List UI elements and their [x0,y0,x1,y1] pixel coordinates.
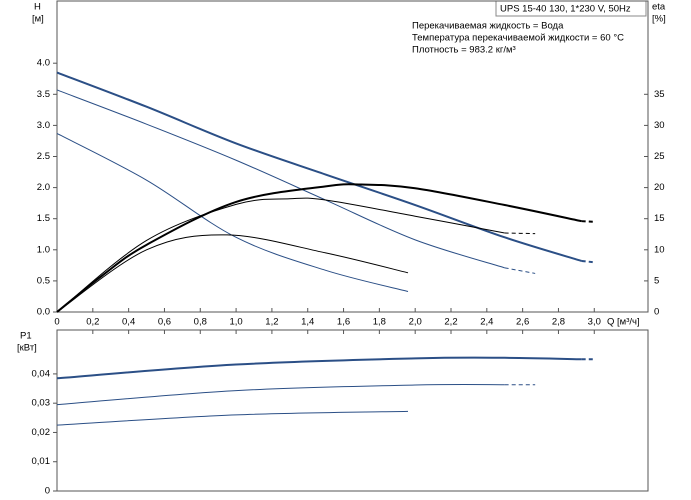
y-tick-label: 0,02 [32,427,51,438]
x-tick-label: 2,0 [409,317,422,328]
y-axis-label: [м] [32,14,44,25]
x-tick-label: 0,6 [158,317,171,328]
plot-frame [56,0,649,313]
curve [581,260,595,264]
x-tick-label: 3,0 [588,317,601,328]
y-tick-label: 0 [45,486,50,497]
y-tick-label: 0.5 [37,275,50,286]
x-tick-label: 0 [54,317,59,328]
y-axis-label: [кВт] [17,343,37,354]
y-axis-label: P1 [20,331,32,342]
y2-tick-label: 10 [654,244,665,255]
curve [56,410,409,426]
y-tick-label: 3.0 [37,120,50,131]
x-tick-label: 2,4 [480,317,493,328]
x-tick-label: 1,4 [301,317,314,328]
y-tick-label: 4.0 [37,58,50,69]
x-tick-label: 1,0 [229,317,242,328]
curve [56,356,582,380]
y2-tick-label: 30 [654,120,665,131]
y2-axis-label: [%] [652,14,666,25]
y-axis-label: H [34,2,41,13]
curve [56,384,505,406]
x-tick-label: 1,6 [337,317,350,328]
y-tick-label: 2.0 [37,182,50,193]
y-tick-label: 1.5 [37,213,50,224]
y2-tick-label: 35 [654,89,665,100]
curve [56,234,409,313]
y-tick-label: 1.0 [37,244,50,255]
chart-title: UPS 15-40 130, 1*230 V, 50Hz [500,4,631,15]
y2-tick-label: 5 [654,275,659,286]
y-tick-label: 3.5 [37,89,50,100]
curve [56,183,582,313]
x-tick-label: 2,8 [552,317,565,328]
annotation: Температура перекачиваемой жидкости = 60… [412,33,624,44]
curve [56,197,505,313]
x-tick-label: 0,8 [194,317,207,328]
curve [56,89,505,269]
x-axis-label: Q [м³/ч] [607,317,640,328]
y-tick-label: 0,04 [32,368,51,379]
curve [504,267,536,274]
y-tick-label: 2.5 [37,151,50,162]
y-tick-label: 0,03 [32,398,51,409]
x-tick-label: 2,6 [516,317,529,328]
y2-tick-label: 20 [654,182,665,193]
annotation: Перекачиваемая жидкость = Вода [412,21,564,32]
plot-frame [56,329,649,492]
curve [56,71,583,262]
y-tick-label: 0,01 [32,456,51,467]
x-tick-label: 1,2 [265,317,278,328]
x-tick-label: 0,2 [86,317,99,328]
y2-tick-label: 0 [654,307,659,318]
y2-axis-label: eta [652,2,666,13]
x-tick-label: 2,2 [444,317,457,328]
y2-tick-label: 25 [654,151,665,162]
curve [504,232,536,235]
x-tick-label: 1,8 [373,317,386,328]
curve [56,133,409,292]
y-tick-label: 0.0 [37,307,50,318]
y2-tick-label: 15 [654,213,665,224]
curve [581,220,595,223]
x-tick-label: 0,4 [122,317,135,328]
annotation: Плотность = 983.2 кг/м³ [412,45,516,56]
